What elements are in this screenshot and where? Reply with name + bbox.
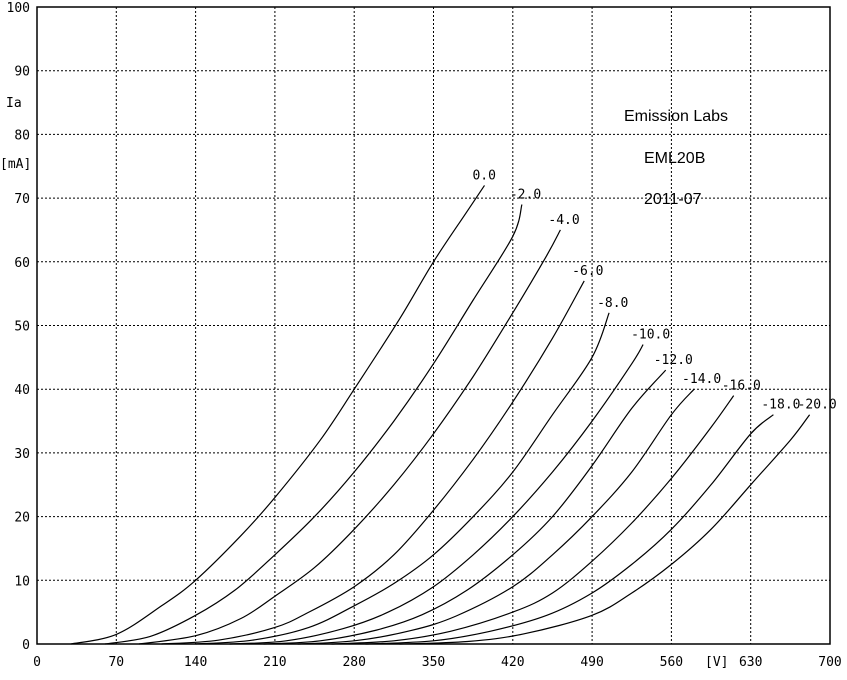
plot-frame xyxy=(36,6,831,645)
curve-label: -12.0 xyxy=(654,353,693,368)
y-tick-label: 70 xyxy=(14,192,30,207)
y-tick-label: 10 xyxy=(14,574,30,589)
curve-grid--14-0 xyxy=(297,388,695,645)
x-tick-label: 70 xyxy=(108,655,124,670)
curve-label: -14.0 xyxy=(682,372,721,387)
annotation-date: 2011-07 xyxy=(644,191,702,208)
y-tick-label: 30 xyxy=(14,447,30,462)
curve-label: -16.0 xyxy=(722,379,761,394)
y-axis-label: Ia xyxy=(6,96,22,111)
x-tick-label: 420 xyxy=(501,655,524,670)
annotation-model: EML20B xyxy=(644,150,705,167)
y-tick-label: 40 xyxy=(14,383,30,398)
x-tick-label: 700 xyxy=(818,655,841,670)
x-tick-label: 490 xyxy=(580,655,603,670)
curve-grid--6-0 xyxy=(161,280,585,645)
curve-grid-0-0 xyxy=(70,185,485,645)
y-tick-label: 100 xyxy=(7,1,30,16)
x-tick-label: 0 xyxy=(33,655,41,670)
tick-labels: 0 70 140 210 280 350 420 490 560 630 700 0 10 20 30 40 5… xyxy=(7,1,842,670)
y-tick-label: 90 xyxy=(14,65,30,80)
curve-grid--18-0 xyxy=(365,414,774,645)
curve-grid--8-0 xyxy=(195,312,610,645)
curve-label: -18.0 xyxy=(761,398,800,413)
curve-label: -20.0 xyxy=(798,398,837,413)
x-tick-label: 350 xyxy=(422,655,445,670)
curve-grid--16-0 xyxy=(331,395,735,645)
y-tick-label: 0 xyxy=(22,638,30,653)
x-tick-label: 280 xyxy=(342,655,365,670)
y-tick-label: 80 xyxy=(14,128,30,143)
x-tick-label: 560 xyxy=(660,655,683,670)
x-tick-label: 210 xyxy=(263,655,286,670)
curve-label: 0.0 xyxy=(472,168,495,183)
curve-grid--2-0 xyxy=(104,204,523,645)
y-axis-unit: [mA] xyxy=(0,157,31,172)
curve-label: -2.0 xyxy=(510,187,541,202)
y-tick-label: 50 xyxy=(14,320,30,335)
curve-grid--12-0 xyxy=(263,369,667,645)
curve-grid--20-0 xyxy=(399,414,811,645)
curve-label: -10.0 xyxy=(631,328,670,343)
curves xyxy=(70,185,811,645)
x-tick-label: 630 xyxy=(739,655,762,670)
curve-grid--4-0 xyxy=(138,229,561,645)
y-tick-label: 20 xyxy=(14,511,30,526)
x-axis-label: [V] xyxy=(705,655,728,670)
curve-grid--10-0 xyxy=(229,344,644,645)
y-tick-label: 60 xyxy=(14,256,30,271)
grid xyxy=(37,7,830,644)
curve-label: -4.0 xyxy=(548,213,579,228)
x-tick-label: 140 xyxy=(184,655,207,670)
curve-labels: 0.0-2.0-4.0-6.0-8.0-10.0-12.0-14.0 -16.0-… xyxy=(472,168,836,412)
curve-label: -8.0 xyxy=(597,296,628,311)
annotation-manufacturer: Emission Labs xyxy=(624,108,728,125)
curve-label: -6.0 xyxy=(572,264,603,279)
